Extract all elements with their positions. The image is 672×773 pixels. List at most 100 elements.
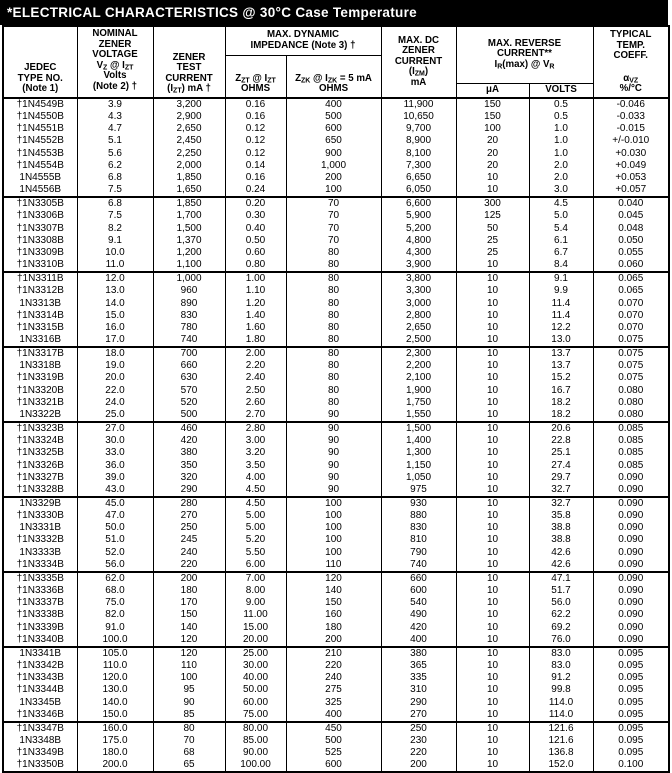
cell-temp-coeff: +0.030: [592, 147, 670, 160]
cell-zzk: 160: [285, 609, 382, 622]
table-row: †1N3343B 120.0 100 40.00 240 335 10 91.2 0.095: [2, 672, 670, 685]
cell-temp-coeff: 0.070: [592, 309, 670, 322]
cell-vz: 91.0: [76, 621, 154, 634]
cell-temp-coeff: 0.048: [592, 222, 670, 235]
cell-ir-ua: 10: [455, 483, 530, 497]
cell-vz: 10.0: [76, 246, 154, 260]
header-temp-coeff-label: TYPICAL TEMP. COEFF.: [610, 29, 652, 62]
cell-vz: 24.0: [76, 396, 154, 409]
table-row: †1N3336B 68.0 180 8.00 140 600 10 51.7 0.090: [2, 585, 670, 598]
cell-temp-coeff: 0.095: [592, 734, 670, 748]
cell-type: †1N3326B: [2, 459, 78, 472]
cell-type: †1N3335B: [2, 570, 78, 586]
cell-vr-volts: 42.6: [528, 558, 594, 572]
cell-type: †1N3332B: [2, 534, 78, 547]
cell-zzt: 0.40: [224, 222, 287, 235]
cell-ir-ua: 10: [455, 459, 530, 472]
cell-zzt: 0.12: [224, 147, 287, 160]
cell-izm: 1,750: [380, 396, 457, 409]
cell-temp-coeff: 0.040: [592, 196, 670, 211]
cell-zzk: 525: [285, 747, 382, 760]
cell-type: †1N3343B: [2, 672, 78, 685]
cell-izt: 120: [152, 645, 226, 661]
cell-vz: 9.1: [76, 234, 154, 247]
cell-type: †1N3350B: [2, 759, 78, 773]
cell-izm: 930: [380, 495, 457, 511]
cell-izt: 630: [152, 372, 226, 385]
table-row: †1N3339B 91.0 140 15.00 180 420 10 69.2 0.090: [2, 621, 670, 634]
cell-type: 1N3318B: [2, 360, 78, 373]
cell-zzt: 0.20: [224, 196, 287, 211]
cell-vr-volts: 91.2: [528, 672, 594, 685]
cell-izm: 335: [380, 672, 457, 685]
cell-vr-volts: 121.6: [528, 720, 594, 735]
cell-zzk: 90: [285, 408, 382, 423]
cell-zzt: 1.00: [224, 271, 287, 286]
table-row: 1N3316B 17.0 740 1.80 80 2,500 10 13.0 0.075: [2, 333, 670, 348]
cell-ir-ua: 10: [455, 184, 530, 198]
cell-temp-coeff: 0.090: [592, 522, 670, 535]
cell-zzk: 70: [285, 222, 382, 235]
cell-type: 1N3316B: [2, 333, 78, 348]
cell-type: 1N3329B: [2, 495, 78, 511]
cell-temp-coeff: 0.090: [592, 471, 670, 484]
cell-type: †1N3310B: [2, 259, 78, 273]
cell-zzk: 180: [285, 621, 382, 634]
cell-zzt: 40.00: [224, 672, 287, 685]
cell-vz: 18.0: [76, 346, 154, 361]
cell-type: †1N3340B: [2, 633, 78, 647]
cell-izt: 70: [152, 734, 226, 748]
cell-zzt: 1.60: [224, 321, 287, 334]
cell-vr-volts: 152.0: [528, 759, 594, 773]
cell-vr-volts: 56.0: [528, 597, 594, 610]
cell-zzt: 0.16: [224, 98, 287, 112]
cell-temp-coeff: 0.075: [592, 333, 670, 348]
cell-vr-volts: 1.0: [528, 147, 594, 160]
cell-izm: 200: [380, 759, 457, 773]
table-row: 1N4556B 7.5 1,650 0.24 100 6,050 10 3.0 +0.057: [2, 184, 670, 198]
cell-type: †1N3325B: [2, 447, 78, 460]
cell-izm: 11,900: [380, 98, 457, 112]
cell-zzt: 2.70: [224, 408, 287, 423]
cell-ir-ua: 10: [455, 285, 530, 298]
cell-temp-coeff: 0.095: [592, 660, 670, 673]
cell-izm: 400: [380, 633, 457, 647]
cell-vz: 17.0: [76, 333, 154, 348]
cell-izt: 500: [152, 408, 226, 423]
cell-vz: 8.2: [76, 222, 154, 235]
cell-zzk: 90: [285, 471, 382, 484]
cell-zzt: 11.00: [224, 609, 287, 622]
cell-vr-volts: 136.8: [528, 747, 594, 760]
cell-vr-volts: 13.0: [528, 333, 594, 348]
cell-izt: 90: [152, 696, 226, 709]
cell-izm: 1,300: [380, 447, 457, 460]
cell-ir-ua: 10: [455, 570, 530, 586]
cell-zzt: 4.00: [224, 471, 287, 484]
cell-vr-volts: 0.5: [528, 98, 594, 112]
cell-vz: 4.7: [76, 123, 154, 136]
cell-izm: 1,400: [380, 435, 457, 448]
table-row: †1N3349B 180.0 68 90.00 525 220 10 136.8 0.095: [2, 747, 670, 760]
cell-zzk: 80: [285, 285, 382, 298]
header-zzt-ohms: ZZT @ IZT OHMS: [224, 54, 287, 99]
cell-vz: 22.0: [76, 384, 154, 397]
cell-vr-volts: 13.7: [528, 346, 594, 361]
cell-temp-coeff: 0.085: [592, 447, 670, 460]
cell-ir-ua: 10: [455, 720, 530, 735]
cell-ir-ua: 10: [455, 495, 530, 511]
cell-zzt: 15.00: [224, 621, 287, 634]
cell-vr-volts: 83.0: [528, 645, 594, 661]
cell-vz: 39.0: [76, 471, 154, 484]
cell-izm: 3,800: [380, 271, 457, 286]
cell-vr-volts: 47.1: [528, 570, 594, 586]
cell-izm: 660: [380, 570, 457, 586]
table-row: †1N3340B 100.0 120 20.00 200 400 10 76.0 0.090: [2, 633, 670, 647]
cell-temp-coeff: 0.090: [592, 483, 670, 497]
cell-zzk: 100: [285, 495, 382, 511]
cell-izm: 2,650: [380, 321, 457, 334]
table-row: †1N3347B 160.0 80 80.00 450 250 10 121.6 0.095: [2, 720, 670, 735]
cell-type: †1N3347B: [2, 720, 78, 735]
cell-zzt: 1.20: [224, 297, 287, 310]
cell-zzt: 2.50: [224, 384, 287, 397]
table-row: †1N3307B 8.2 1,500 0.40 70 5,200 50 5.4 0.048: [2, 222, 670, 235]
